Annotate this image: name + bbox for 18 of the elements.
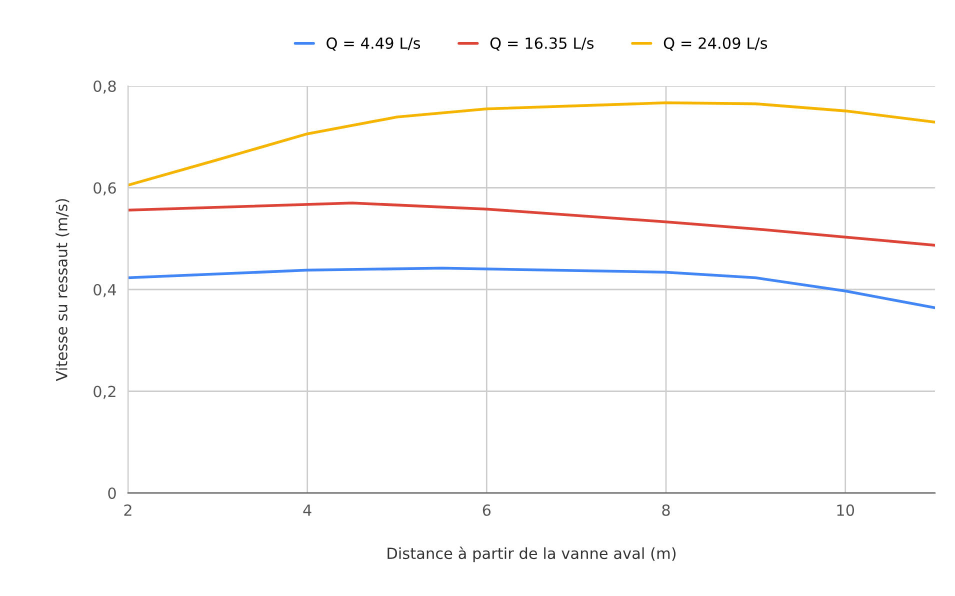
legend-label: Q = 16.35 L/s	[490, 37, 594, 51]
line-series	[128, 202, 935, 247]
line-series	[128, 266, 935, 310]
y-tick-label: 0,4	[94, 284, 116, 298]
legend-label: Q = 24.09 L/s	[664, 37, 768, 51]
y-tick-label: 0,8	[94, 80, 116, 94]
y-tick-label: 0,6	[94, 182, 116, 196]
y-tick-label: 0	[108, 487, 116, 500]
x-tick-label: 2	[124, 504, 132, 516]
x-tick-label: 8	[662, 504, 670, 516]
x-tick-label: 10	[837, 504, 854, 516]
line-series	[128, 101, 935, 187]
x-axis-title: Distance à partir de la vanne aval (m)	[388, 546, 676, 562]
x-tick-label: 4	[303, 504, 312, 516]
legend-label: Q = 4.49 L/s	[326, 37, 420, 51]
y-axis-title: Vitesse su ressaut (m/s)	[56, 199, 70, 382]
y-tick-label: 0,2	[94, 386, 116, 399]
x-tick-label: 6	[482, 504, 491, 516]
